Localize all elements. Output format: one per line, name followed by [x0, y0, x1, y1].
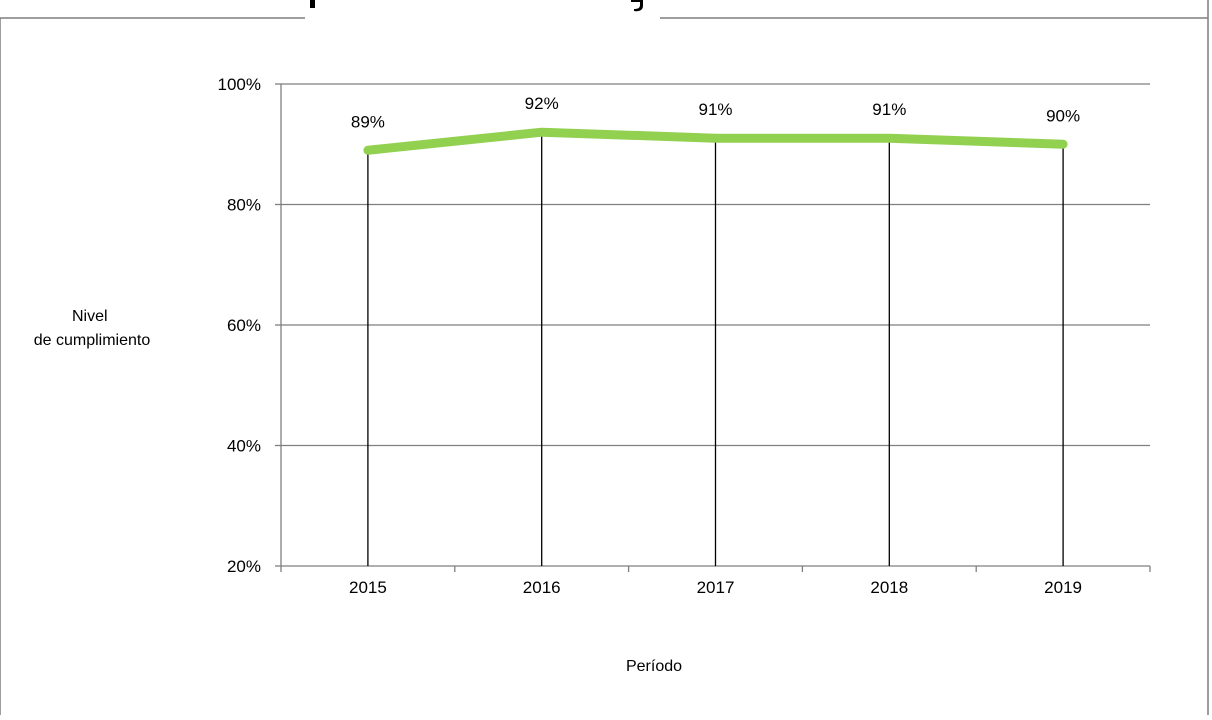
x-axis-label: Período: [626, 658, 682, 675]
series: [363, 127, 1068, 155]
x-tick-label: 2016: [523, 578, 561, 597]
data-label: 91%: [872, 100, 906, 119]
y-axis-label-line: Nivel: [72, 308, 108, 325]
x-tick-labels: 2015 2016 2017 2018 2019: [349, 578, 1082, 597]
drop-lines: [367, 132, 1064, 566]
y-tick-label: 100%: [218, 75, 261, 94]
y-tick-label: 20%: [227, 557, 261, 576]
y-tick-label: 40%: [227, 437, 261, 456]
y-axis-label: Nivel de cumplimiento: [34, 308, 151, 349]
y-axis-label-line: de cumplimiento: [34, 332, 151, 349]
x-tick-label: 2018: [870, 578, 908, 597]
series-line: [363, 127, 1068, 155]
axes: [275, 83, 1151, 572]
data-labels: 89% 92% 91% 91% 90%: [351, 94, 1080, 131]
y-tick-label: 60%: [227, 316, 261, 335]
x-tick-label: 2015: [349, 578, 387, 597]
x-tick-label: 2019: [1044, 578, 1082, 597]
clipped-title-glyph: [310, 0, 315, 8]
y-tick-label: 80%: [227, 196, 261, 215]
data-label: 92%: [525, 94, 559, 113]
clipped-title-glyph: [631, 0, 643, 12]
x-tick-label: 2017: [697, 578, 735, 597]
data-label: 90%: [1046, 106, 1080, 125]
data-label: 89%: [351, 112, 385, 131]
y-tick-labels: 100% 80% 60% 40% 20%: [218, 75, 261, 576]
data-label: 91%: [698, 100, 732, 119]
